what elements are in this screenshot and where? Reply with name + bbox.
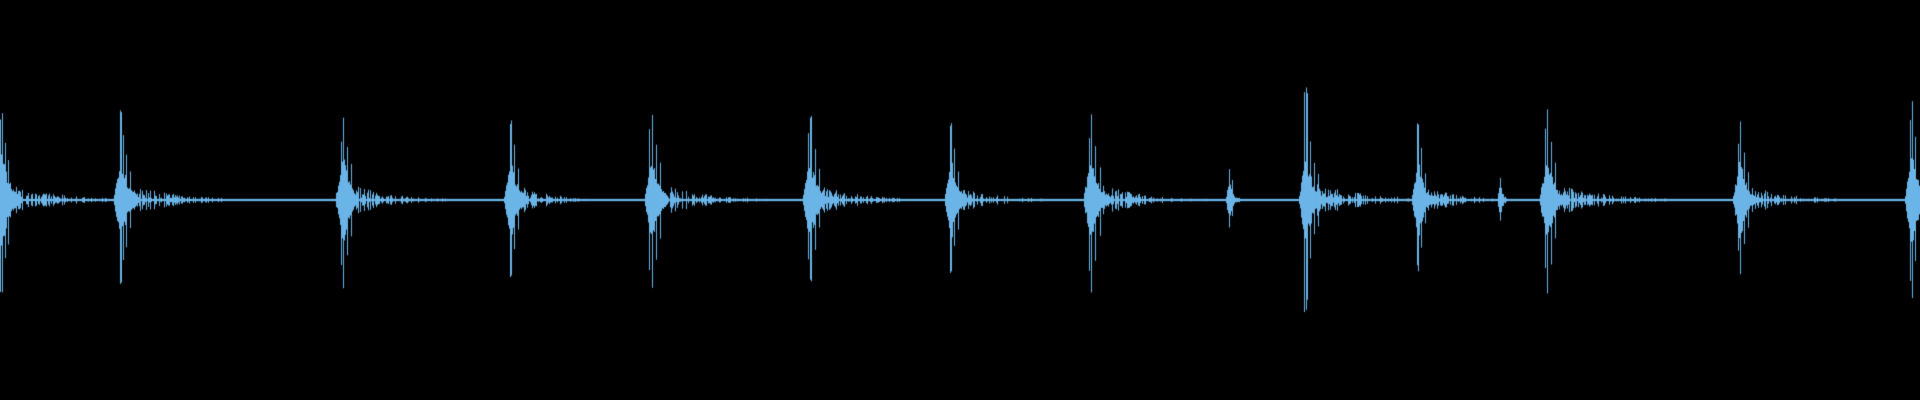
waveform-viewer[interactable]: Audio Waveform <box>0 0 1920 400</box>
audio-waveform-canvas[interactable] <box>0 0 1920 400</box>
